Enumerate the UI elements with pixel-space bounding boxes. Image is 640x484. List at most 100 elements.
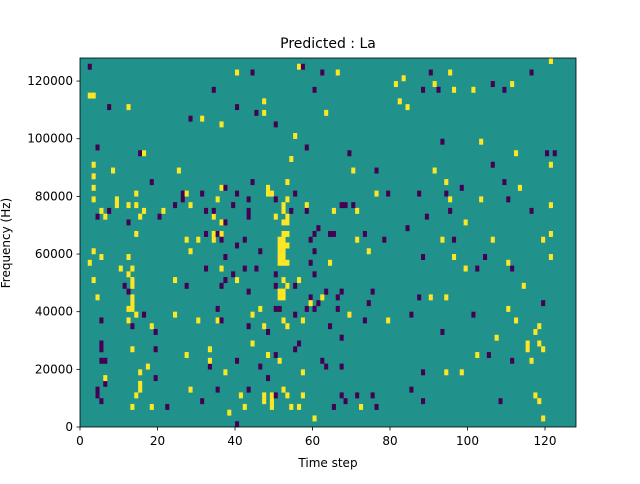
heatmap-cell (211, 213, 216, 220)
heatmap-cell (308, 259, 313, 266)
heatmap-cell (432, 81, 437, 88)
x-axis-label: Time step (297, 456, 357, 470)
x-tick-label: 0 (76, 434, 84, 448)
heatmap-cell (339, 363, 344, 370)
heatmap-cell (374, 167, 379, 174)
heatmap-cell (87, 92, 92, 99)
heatmap-cell (87, 259, 92, 266)
heatmap-cell (312, 305, 317, 312)
heatmap-cell (320, 294, 325, 301)
heatmap-cell (304, 202, 309, 209)
heatmap-cell (331, 230, 336, 237)
heatmap-cell (111, 167, 116, 174)
heatmap-cell (281, 317, 286, 324)
heatmap-cell (293, 132, 298, 139)
heatmap-cell (91, 248, 96, 255)
heatmap-cell (316, 225, 321, 232)
heatmap-cell (525, 346, 530, 353)
heatmap-cell (537, 398, 542, 405)
heatmap-cell (95, 392, 100, 399)
heatmap-cell (273, 271, 278, 278)
heatmap-cell (525, 340, 530, 347)
heatmap-cell (362, 230, 367, 237)
heatmap-cell (277, 254, 282, 260)
heatmap-cell (91, 161, 96, 168)
x-axis: 0 20 40 60 80 100 120 (76, 427, 556, 448)
heatmap-cell (103, 380, 108, 387)
heatmap-cell (417, 190, 422, 197)
heatmap-cell (235, 277, 240, 284)
heatmap-cell (312, 230, 317, 237)
heatmap-cell (273, 196, 278, 203)
heatmap-cell (285, 323, 290, 330)
heatmap-cell (107, 104, 112, 111)
heatmap-cell (355, 236, 360, 243)
heatmap-cell (262, 392, 267, 399)
heatmap-cell (126, 288, 131, 295)
heatmap-cell (285, 196, 290, 203)
heatmap-cell (238, 392, 243, 399)
heatmap-cell (134, 392, 139, 399)
y-tick-label: 60000 (35, 247, 73, 261)
heatmap-cell (281, 259, 286, 266)
heatmap-cell (452, 254, 457, 260)
heatmap-cell (188, 386, 193, 393)
heatmap-cell (331, 207, 336, 214)
heatmap-cell (475, 265, 480, 272)
heatmap-cell (355, 392, 360, 399)
heatmap-cell (448, 196, 453, 203)
heatmap-cell (281, 236, 286, 243)
y-axis-label: Frequency (Hz) (0, 198, 13, 289)
heatmap-cell (149, 323, 154, 330)
heatmap-cell (223, 254, 228, 260)
heatmap-cell (529, 207, 534, 214)
heatmap-cell (235, 190, 240, 197)
heatmap-cell (339, 202, 344, 209)
heatmap-cell (246, 196, 251, 203)
heatmap-cell (537, 340, 542, 347)
heatmap-cell (328, 259, 333, 266)
y-tick-label: 40000 (35, 305, 73, 319)
heatmap-cell (219, 230, 224, 237)
heatmap-cell (118, 265, 123, 272)
heatmap-cell (273, 305, 278, 312)
heatmap-cell (235, 357, 240, 364)
heatmap-cell (223, 277, 228, 284)
heatmap-cell (502, 86, 507, 93)
heatmap-cell (452, 236, 457, 243)
heatmap-cell (386, 317, 391, 324)
heatmap-cell (138, 213, 143, 220)
x-tick-label: 100 (456, 434, 479, 448)
heatmap-cell (91, 184, 96, 191)
heatmap-cell (347, 150, 352, 157)
heatmap-cell (444, 190, 449, 197)
heatmap-cell (428, 69, 433, 76)
heatmap-cell (130, 346, 135, 353)
heatmap-cell (242, 265, 247, 272)
x-tick-label: 20 (150, 434, 165, 448)
heatmap-cell (188, 248, 193, 255)
heatmap-cell (99, 346, 104, 353)
heatmap-cell (409, 386, 414, 393)
heatmap-cell (200, 190, 205, 197)
heatmap-cell (246, 386, 251, 393)
heatmap-cell (382, 236, 387, 243)
heatmap-cell (211, 207, 216, 214)
heatmap-cell (262, 398, 267, 405)
heatmap-cell (134, 190, 139, 197)
heatmap-cell (432, 167, 437, 174)
heatmap-cell (421, 369, 426, 376)
heatmap-cell (297, 63, 302, 70)
heatmap-cell (126, 305, 131, 312)
heatmap-cell (393, 81, 398, 88)
heatmap-cell (246, 213, 251, 220)
heatmap-cell (103, 357, 108, 364)
heatmap-cell (273, 121, 278, 128)
heatmap-cell (281, 248, 286, 255)
heatmap-cell (471, 86, 476, 93)
heatmap-cell (145, 363, 150, 370)
heatmap-cell (130, 403, 135, 410)
heatmap-cell (281, 219, 286, 226)
heatmap-cell (281, 230, 286, 237)
heatmap-cell (180, 196, 185, 203)
